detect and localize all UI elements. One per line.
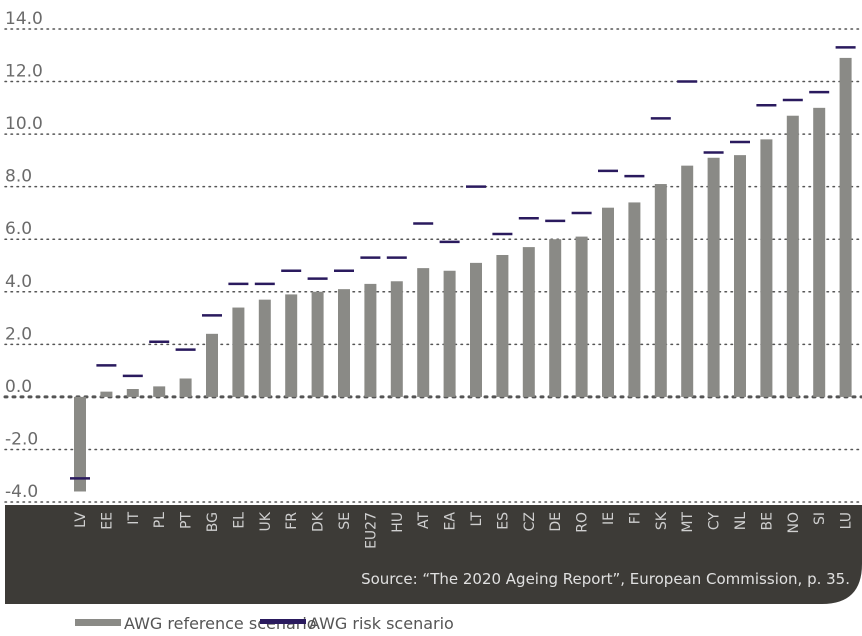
y-tick-label: -4.0 — [5, 482, 38, 502]
y-tick-label: 12.0 — [5, 62, 43, 82]
x-tick-label: PT — [179, 512, 195, 529]
x-tick-label: BE — [759, 512, 775, 530]
y-tick-label: 8.0 — [5, 167, 32, 187]
x-tick-label: NL — [733, 512, 749, 530]
bar — [258, 299, 271, 397]
bar — [839, 57, 852, 397]
x-tick-label: LU — [839, 512, 855, 529]
x-tick-label: AT — [416, 512, 432, 529]
bar — [153, 386, 166, 397]
bar — [602, 207, 614, 397]
bar — [549, 239, 562, 397]
x-tick-label: UK — [258, 511, 274, 531]
bar — [390, 281, 403, 397]
y-tick-label: 2.0 — [5, 324, 32, 344]
bar — [100, 391, 113, 397]
x-tick-label: HU — [390, 512, 406, 533]
bar — [443, 270, 456, 397]
bar — [707, 157, 720, 397]
bar — [760, 139, 773, 397]
bar — [654, 184, 667, 397]
x-tick-label: SK — [654, 511, 670, 530]
x-tick-label: DE — [548, 512, 564, 532]
bar — [522, 247, 535, 397]
x-tick-label: DK — [311, 511, 327, 532]
bar — [813, 107, 826, 397]
x-tick-label: FR — [284, 512, 300, 530]
x-tick-label: EE — [99, 512, 115, 530]
bar — [232, 307, 245, 397]
y-tick-label: 14.0 — [5, 9, 43, 29]
x-tick-label: BG — [205, 512, 221, 532]
bar — [74, 396, 86, 492]
bar — [496, 254, 509, 397]
bar — [734, 155, 746, 397]
bar — [126, 389, 139, 397]
y-tick-label: 4.0 — [5, 272, 32, 292]
x-tick-label: IT — [126, 512, 142, 525]
bar — [364, 283, 377, 397]
x-tick-label: SI — [812, 512, 828, 525]
x-tick-label: RO — [575, 512, 591, 533]
x-tick-label: LT — [469, 512, 485, 527]
bar — [417, 268, 430, 397]
x-tick-label: NO — [786, 512, 802, 534]
legend-swatch — [75, 619, 121, 626]
x-tick-label: PL — [152, 512, 168, 528]
bar — [179, 378, 192, 397]
x-tick-label: EU27 — [363, 512, 379, 549]
x-tick-label: SE — [337, 512, 353, 530]
source-note: Source: “The 2020 Ageing Report”, Europe… — [361, 570, 850, 588]
y-tick-label: 10.0 — [5, 114, 43, 134]
bar — [311, 291, 324, 397]
legend-label: AWG risk scenario — [309, 614, 454, 633]
bar — [470, 262, 482, 397]
bar — [628, 202, 641, 397]
bar — [206, 333, 218, 397]
x-tick-label: ES — [495, 512, 511, 530]
legend-swatch — [260, 619, 306, 624]
x-tick-label: CY — [707, 512, 723, 531]
bar — [786, 115, 799, 397]
bar — [285, 294, 298, 397]
x-tick-label: EA — [443, 512, 459, 531]
y-tick-label: 0.0 — [5, 377, 32, 397]
bar — [681, 165, 694, 397]
x-tick-label: LV — [73, 512, 89, 528]
y-tick-label: -2.0 — [5, 429, 38, 449]
bar — [575, 236, 588, 397]
x-tick-label: CZ — [522, 512, 538, 531]
x-tick-label: EL — [231, 512, 247, 529]
category-band — [5, 505, 862, 604]
bar — [338, 289, 350, 397]
legend-label: AWG reference scenario — [124, 614, 317, 633]
x-tick-label: IE — [601, 512, 617, 525]
x-tick-label: MT — [680, 512, 696, 533]
x-tick-label: FI — [627, 512, 643, 524]
y-tick-label: 6.0 — [5, 219, 32, 239]
